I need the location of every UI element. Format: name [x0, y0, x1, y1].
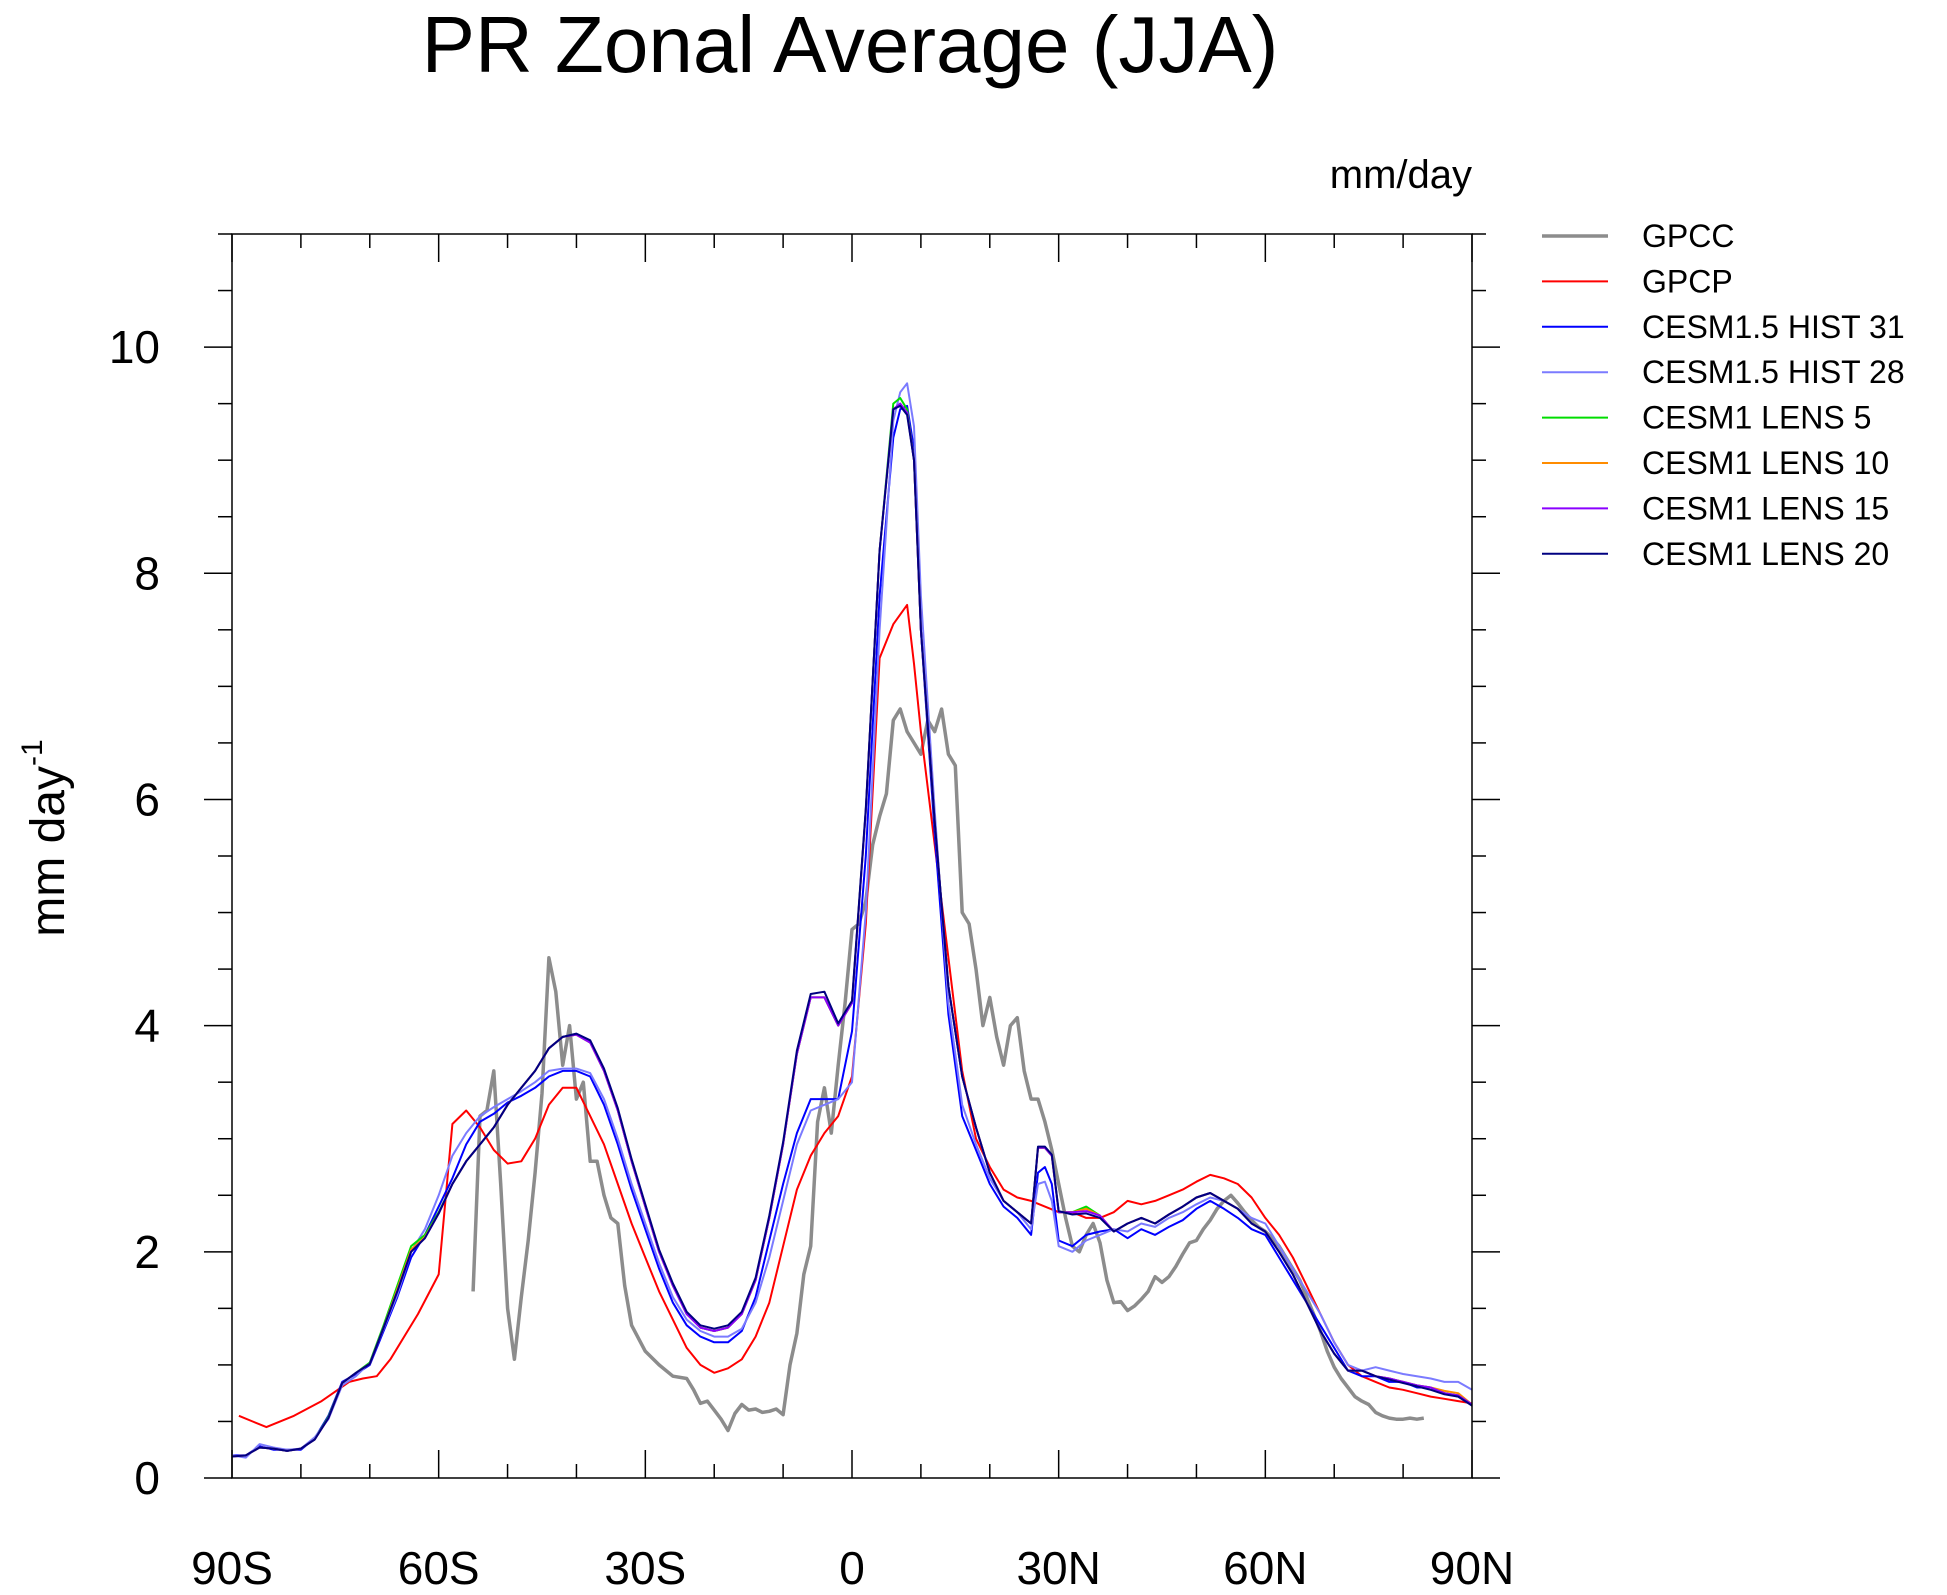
y-tick-label: 8: [134, 547, 160, 599]
x-tick-label: 30S: [604, 1542, 686, 1594]
legend-label-cesm1-lens-10: CESM1 LENS 10: [1642, 445, 1889, 481]
legend: GPCC GPCP CESM1.5 HIST 31 CESM1.5 HIST 28 CE…: [1542, 218, 1905, 572]
y-tick-label: 4: [134, 1000, 160, 1052]
series-line-gpcc: [471, 707, 1425, 1433]
x-tick-label: 90S: [191, 1542, 273, 1594]
legend-label-cesm1-5-hist-31: CESM1.5 HIST 31: [1642, 309, 1905, 345]
y-tick-label: 0: [134, 1452, 160, 1504]
y-axis-label-superscript: -1: [16, 739, 49, 766]
legend-label-cesm1-lens-20: CESM1 LENS 20: [1642, 536, 1889, 572]
legend-label-cesm1-lens-5: CESM1 LENS 5: [1642, 400, 1871, 436]
series-line-gpcp: [238, 603, 1473, 1429]
x-tick-label: 90N: [1430, 1542, 1514, 1594]
x-tick-label: 60S: [398, 1542, 480, 1594]
y-tick-label: 2: [134, 1226, 160, 1278]
chart-title: PR Zonal Average (JJA): [422, 0, 1279, 89]
legend-label-gpcc: GPCC: [1642, 218, 1734, 254]
units-label: mm/day: [1330, 153, 1472, 197]
series-line-cesm1-5-hist-31: [232, 404, 1473, 1457]
series-layer: [231, 382, 1473, 1459]
y-tick-label: 10: [109, 321, 160, 373]
legend-label-cesm1-5-hist-28: CESM1.5 HIST 28: [1642, 354, 1905, 390]
legend-label-gpcp: GPCP: [1642, 263, 1733, 299]
tick-labels: 90S 60S 30S 0 30N 60N 90N 0 2 4 6 8 10: [109, 321, 1514, 1594]
plot-frame: [231, 233, 1473, 1479]
x-tick-label: 0: [839, 1542, 865, 1594]
x-tick-label: 60N: [1223, 1542, 1307, 1594]
x-tick-label: 30N: [1016, 1542, 1100, 1594]
series-line-cesm1-5-hist-28: [231, 382, 1473, 1459]
series-line-cesm1-lens-20: [231, 404, 1473, 1458]
legend-label-cesm1-lens-15: CESM1 LENS 15: [1642, 490, 1889, 526]
y-tick-label: 6: [134, 773, 160, 825]
y-axis-label: mm day-1: [16, 739, 75, 936]
y-axis-label-text: mm day: [22, 766, 75, 937]
